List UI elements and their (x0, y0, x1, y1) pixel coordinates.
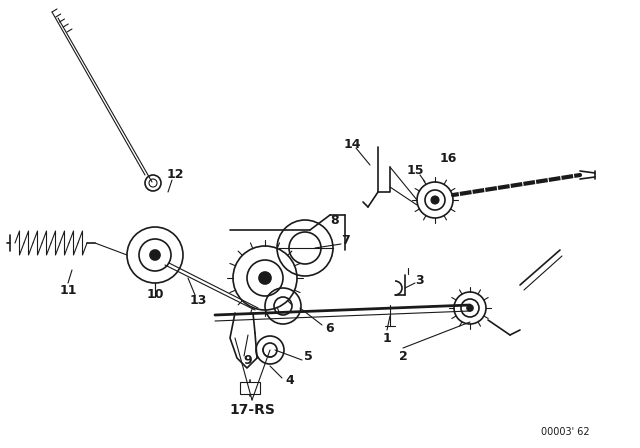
Circle shape (150, 250, 160, 260)
Text: 14: 14 (343, 138, 361, 151)
Text: 10: 10 (147, 289, 164, 302)
Circle shape (259, 272, 271, 284)
Text: 2: 2 (399, 349, 408, 362)
Text: 8: 8 (331, 214, 339, 227)
Text: 5: 5 (303, 349, 312, 362)
Text: 7: 7 (340, 233, 349, 246)
Text: 4: 4 (285, 374, 294, 387)
Text: 00003' 62: 00003' 62 (541, 427, 590, 437)
Text: 16: 16 (439, 151, 457, 164)
Circle shape (467, 305, 473, 311)
Text: 17-RS: 17-RS (229, 403, 275, 417)
Text: 12: 12 (166, 168, 184, 181)
Text: 6: 6 (326, 322, 334, 335)
Text: 15: 15 (406, 164, 424, 177)
Text: 9: 9 (244, 353, 252, 366)
Text: 11: 11 (60, 284, 77, 297)
Circle shape (431, 196, 439, 204)
Text: 3: 3 (416, 273, 424, 287)
Text: 1: 1 (383, 332, 392, 345)
Bar (240, 382, 260, 394)
Text: 13: 13 (189, 293, 207, 306)
